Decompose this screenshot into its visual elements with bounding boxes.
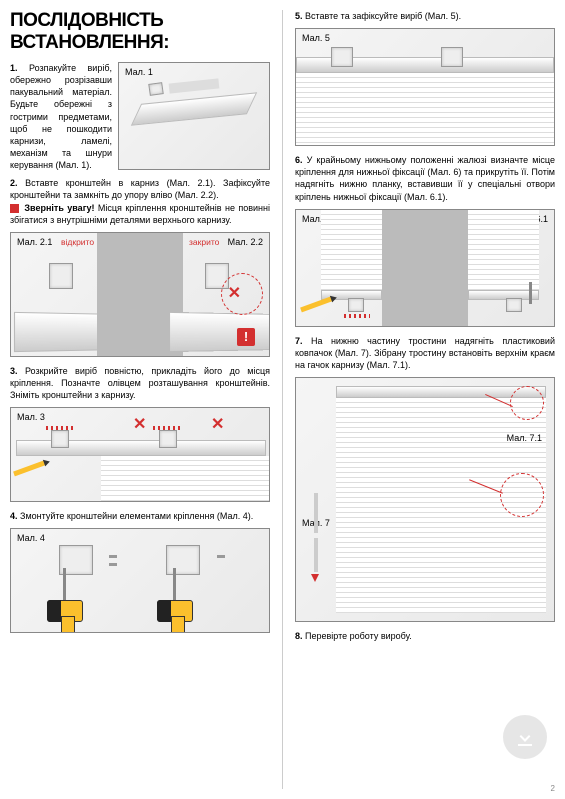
- step-2a-body: Вставте кронштейн в карниз (Мал. 2.1). З…: [10, 178, 270, 200]
- step-4-body: Змонтуйте кронштейни елементами кріпленн…: [20, 511, 253, 521]
- drill-icon: [41, 568, 89, 633]
- step-6-body: У крайньому нижньому положенні жалюзі ви…: [295, 155, 555, 201]
- figure-7: Мал. 7 Мал. 7.1: [295, 377, 555, 622]
- step-2-num: 2.: [10, 178, 18, 188]
- step-8-body: Перевірте роботу виробу.: [305, 631, 412, 641]
- figure-6-1: Мал. 6.1: [468, 210, 554, 326]
- page-columns: ПОСЛІДОВНІСТЬ ВСТАНОВЛЕННЯ: Мал. 1 1. Ро…: [10, 10, 555, 789]
- step-6-num: 6.: [295, 155, 303, 165]
- figure-6-left: Мал. 6: [296, 210, 382, 326]
- figure-7-1-label: Мал. 7.1: [507, 433, 542, 443]
- step-4-num: 4.: [10, 511, 18, 521]
- step-6-text: 6. У крайньому нижньому положенні жалюзі…: [295, 154, 555, 203]
- x-icon: ✕: [228, 283, 241, 303]
- step-5-num: 5.: [295, 11, 303, 21]
- warning-icon: [10, 204, 19, 213]
- step-3-num: 3.: [10, 366, 18, 376]
- figure-5: Мал. 5: [295, 28, 555, 146]
- figure-1-label: Мал. 1: [125, 67, 153, 77]
- step-7-text: 7. На нижню частину тростини надягніть п…: [295, 335, 555, 371]
- closed-label: закрито: [189, 237, 219, 247]
- page-number: 2: [551, 784, 555, 793]
- figure-2: Мал. 2.1 відкрито Мал. 2.2 закрито ! ✕: [10, 232, 270, 357]
- step-4-text: 4. Змонтуйте кронштейни елементами кріпл…: [10, 510, 270, 522]
- figure-2-2-label: Мал. 2.2: [228, 237, 263, 247]
- step-5-text: 5. Вставте та зафіксуйте виріб (Мал. 5).: [295, 10, 555, 22]
- step-1-block: Мал. 1 1. Розпакуйте виріб, обережно роз…: [10, 62, 270, 177]
- figure-6: Мал. 6 Мал. 6.1: [295, 209, 555, 327]
- step-1-num: 1.: [10, 63, 18, 73]
- figure-5-label: Мал. 5: [302, 33, 330, 43]
- download-overlay-icon: [503, 715, 547, 759]
- figure-4: Мал. 4: [10, 528, 270, 633]
- figure-3-label: Мал. 3: [17, 412, 45, 422]
- step-3-body: Розкрийте виріб повністю, прикладіть йог…: [10, 366, 270, 400]
- column-divider: [282, 10, 283, 789]
- figure-4-label: Мал. 4: [17, 533, 45, 543]
- step-1-body: Розпакуйте виріб, обережно розрізавши па…: [10, 63, 112, 170]
- step-8-num: 8.: [295, 631, 303, 641]
- alert-icon: !: [237, 328, 255, 346]
- right-column: 5. Вставте та зафіксуйте виріб (Мал. 5).…: [295, 10, 555, 789]
- step-7-body: На нижню частину тростини надягніть плас…: [295, 336, 555, 370]
- figure-2-1: Мал. 2.1 відкрито: [11, 233, 97, 356]
- step-3-text: 3. Розкрийте виріб повністю, прикладіть …: [10, 365, 270, 401]
- figure-1: Мал. 1: [118, 62, 270, 170]
- drill-icon: [151, 568, 199, 633]
- step-7-num: 7.: [295, 336, 303, 346]
- step-2-text: 2. Вставте кронштейн в карниз (Мал. 2.1)…: [10, 177, 270, 226]
- step-8-text: 8. Перевірте роботу виробу.: [295, 630, 555, 642]
- left-column: ПОСЛІДОВНІСТЬ ВСТАНОВЛЕННЯ: Мал. 1 1. Ро…: [10, 10, 270, 789]
- x-icon: ✕: [133, 414, 146, 434]
- figure-2-1-label: Мал. 2.1: [17, 237, 52, 247]
- page-title: ПОСЛІДОВНІСТЬ ВСТАНОВЛЕННЯ:: [10, 10, 270, 54]
- x-icon: ✕: [211, 414, 224, 434]
- warning-label: Зверніть увагу!: [24, 203, 94, 213]
- figure-3: Мал. 3 ✕ ✕: [10, 407, 270, 502]
- figure-2-2: Мал. 2.2 закрито ! ✕: [183, 233, 269, 356]
- step-5-body: Вставте та зафіксуйте виріб (Мал. 5).: [305, 11, 461, 21]
- open-label: відкрито: [61, 237, 94, 247]
